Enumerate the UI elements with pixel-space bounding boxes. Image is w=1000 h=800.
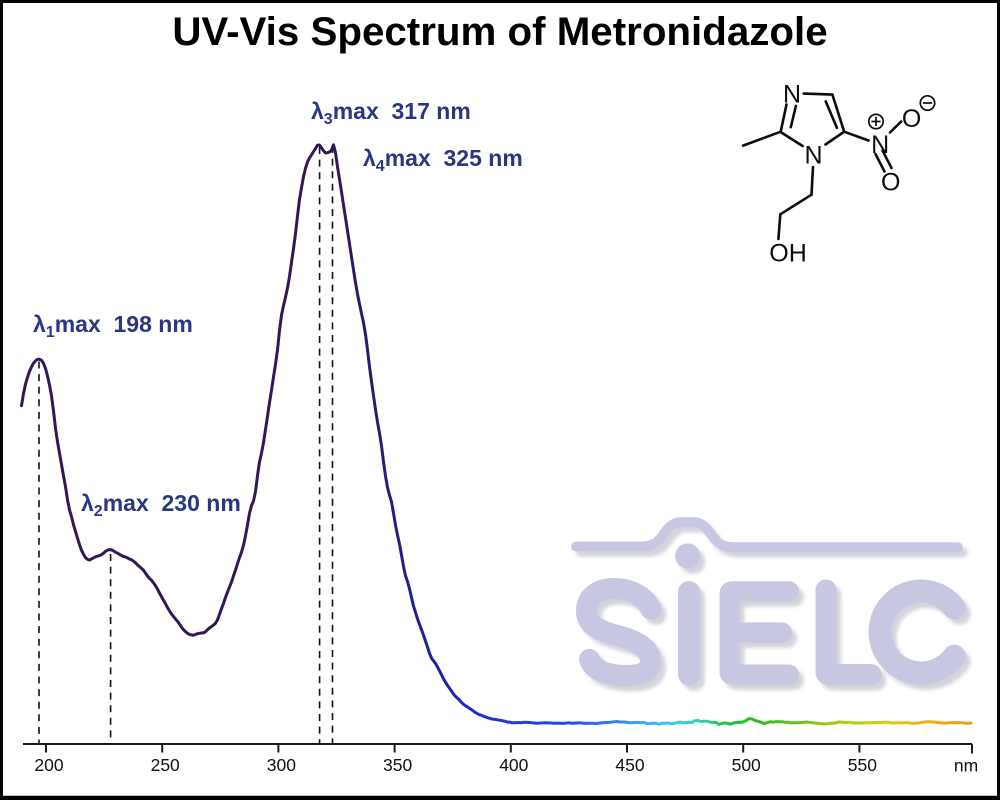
svg-text:N: N <box>783 81 801 109</box>
svg-text:200: 200 <box>34 755 63 775</box>
svg-text:550: 550 <box>848 755 877 775</box>
svg-text:250: 250 <box>151 755 180 775</box>
svg-text:λ4max 325 nm: λ4max 325 nm <box>363 145 523 175</box>
svg-text:350: 350 <box>383 755 412 775</box>
svg-text:450: 450 <box>615 755 644 775</box>
svg-text:λ1max 198 nm: λ1max 198 nm <box>33 311 193 341</box>
svg-text:O: O <box>881 169 900 197</box>
svg-text:500: 500 <box>732 755 761 775</box>
svg-text:O: O <box>902 105 921 133</box>
svg-text:UV-Vis Spectrum of Metronidazo: UV-Vis Spectrum of Metronidazole <box>172 9 827 54</box>
svg-text:N: N <box>804 142 822 170</box>
svg-text:N: N <box>871 131 889 159</box>
svg-text:OH: OH <box>769 239 807 267</box>
svg-text:300: 300 <box>267 755 296 775</box>
svg-text:λ3max 317 nm: λ3max 317 nm <box>311 98 471 128</box>
svg-text:400: 400 <box>499 755 528 775</box>
svg-text:nm: nm <box>954 756 978 776</box>
svg-text:λ2max 230 nm: λ2max 230 nm <box>81 490 241 520</box>
